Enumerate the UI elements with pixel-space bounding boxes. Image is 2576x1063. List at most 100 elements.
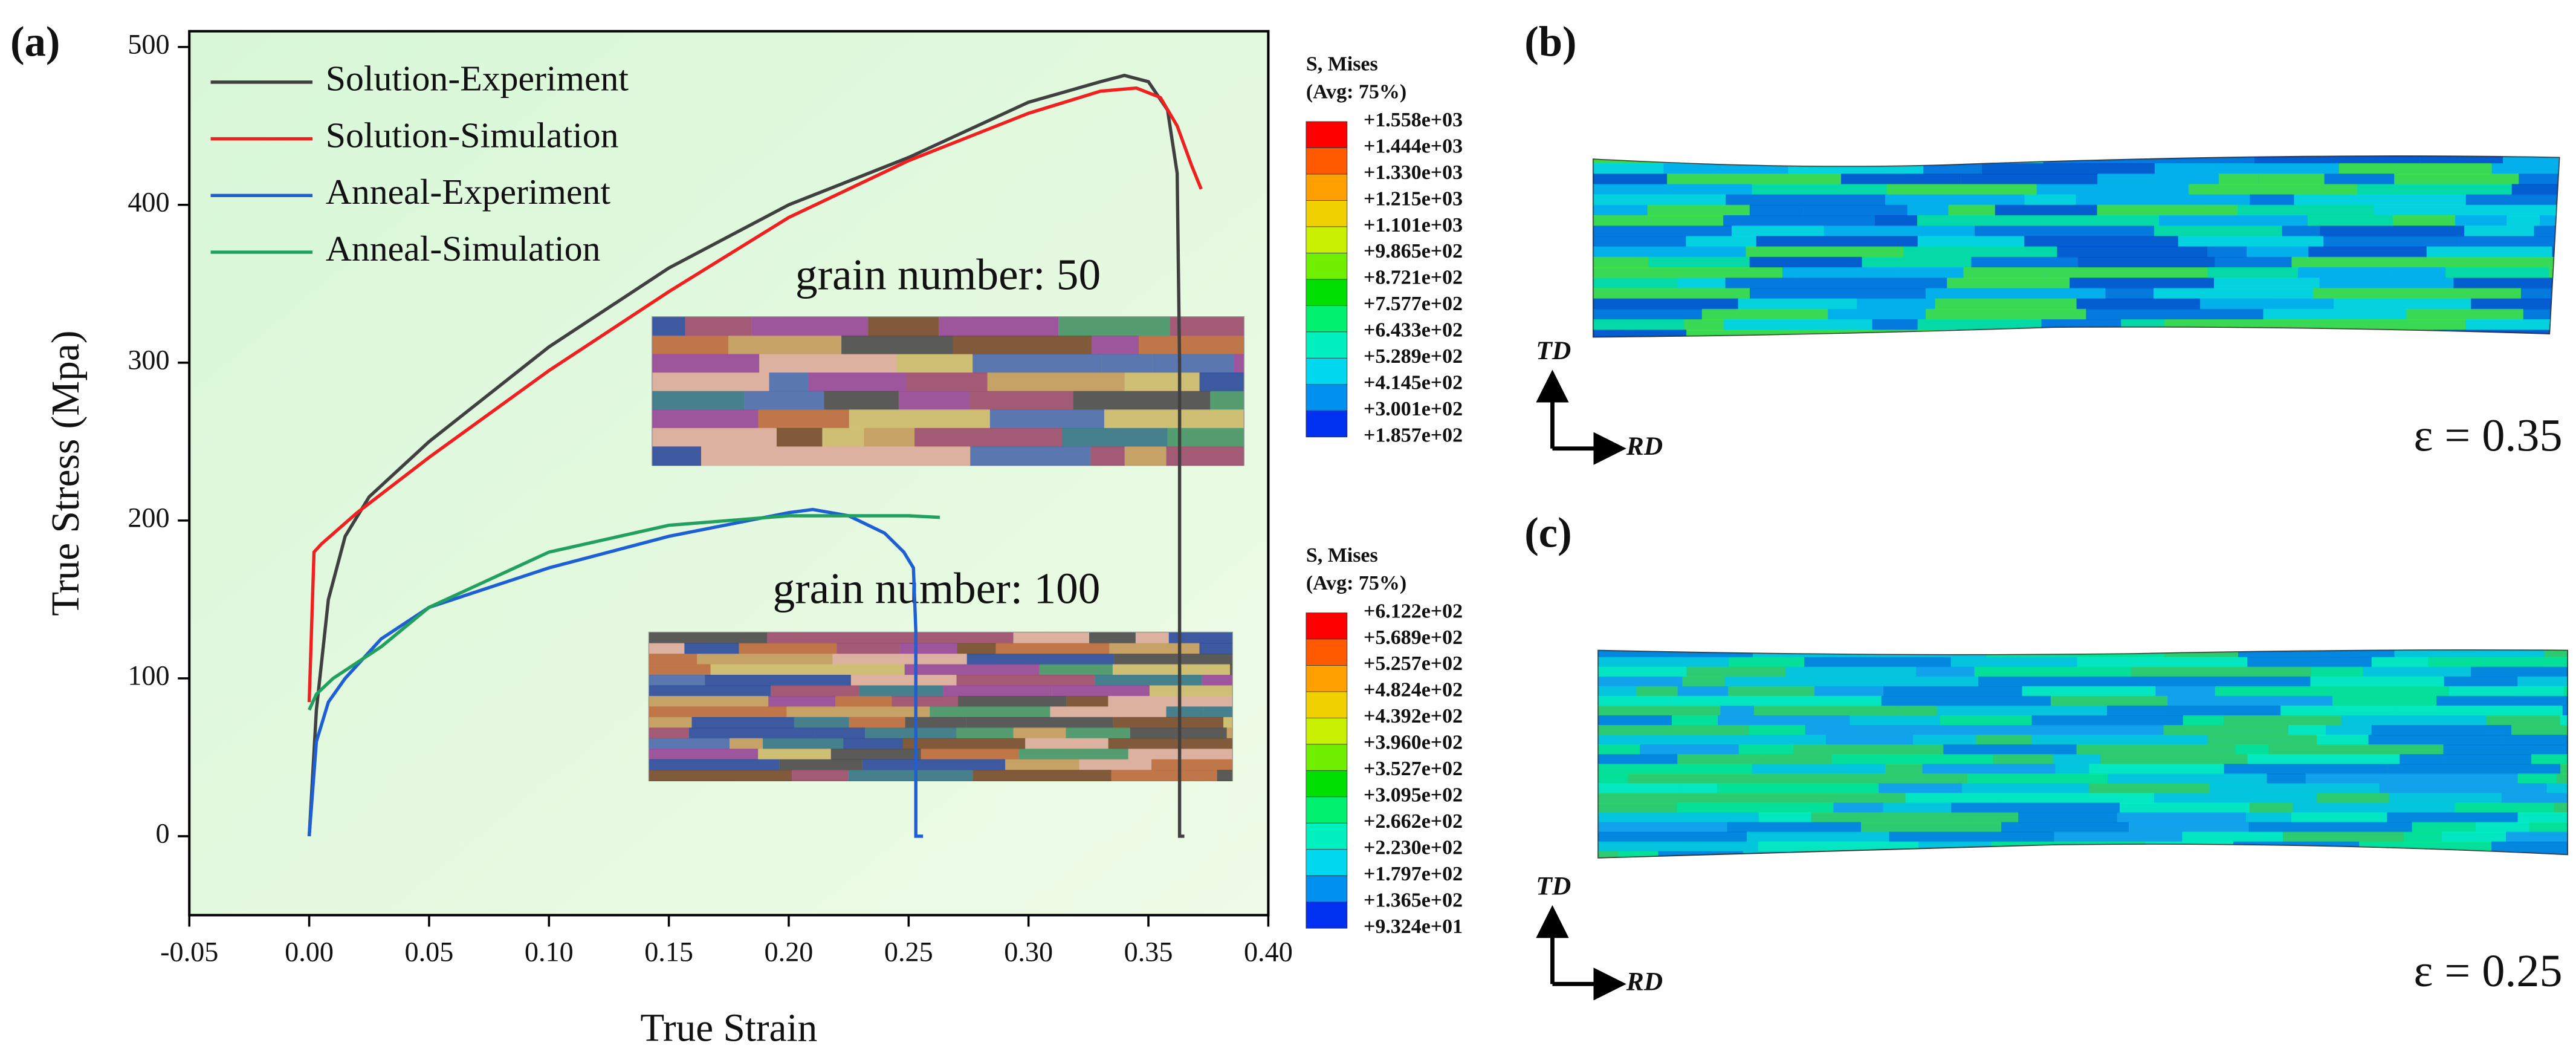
contour-patch [1717, 783, 1879, 795]
mesh-grain [989, 409, 1104, 429]
contour-patch [2436, 695, 2568, 707]
contour-patch [1782, 267, 1900, 279]
contour-patch [1738, 744, 1794, 755]
contour-field [1598, 650, 2568, 858]
colorbar-band [1306, 121, 1348, 148]
contour-patch [1720, 705, 1755, 717]
contour-patch [2183, 715, 2224, 726]
contour-patch [2506, 215, 2540, 227]
contour-patch [2520, 288, 2560, 300]
y-tick-label: 100 [128, 660, 169, 691]
contour-patch [1974, 666, 2131, 678]
mesh-grain [814, 727, 866, 740]
contour-patch [1640, 744, 1739, 755]
contour-patch [1677, 754, 1764, 765]
colorbar-label: +3.960e+02 [1364, 732, 1463, 754]
colorbar-label: +1.365e+02 [1364, 889, 1463, 912]
contour-patch [2505, 851, 2568, 858]
contour-patch [1860, 822, 2002, 833]
contour-patch [1785, 666, 1917, 678]
contour-patch [1593, 298, 1738, 310]
contour-patch [1793, 744, 1944, 755]
contour-patch [2291, 812, 2387, 824]
colorbar-label: +6.433e+02 [1364, 319, 1463, 342]
mesh-grain [652, 372, 769, 392]
annotation: grain number: 50 [795, 250, 1101, 299]
mesh-grain [849, 409, 990, 429]
colorbar-band [1306, 384, 1348, 411]
x-axis-title: True Strain [640, 1006, 817, 1050]
contour-patch [2083, 330, 2216, 337]
contour-patch [2394, 705, 2563, 717]
colorbar-label: +1.215e+03 [1364, 187, 1463, 210]
contour-patch [2556, 773, 2568, 784]
colorbar-band [1306, 822, 1348, 850]
contour-patch [1749, 725, 1805, 736]
mesh-grain [1066, 727, 1130, 740]
contour-patch [2282, 226, 2320, 237]
contour-patch [1862, 256, 1972, 268]
contour-patch [2039, 725, 2130, 736]
contour-patch [2263, 308, 2406, 320]
contour-patch [1718, 715, 1762, 726]
mesh-grain [1152, 354, 1234, 374]
contour-patch [1997, 330, 2035, 337]
contour-patch [2245, 812, 2291, 824]
contour-patch [1593, 256, 1649, 268]
mesh-grain [1166, 706, 1203, 718]
x-tick-label: 0.35 [1124, 936, 1173, 967]
contour-patch [2506, 831, 2554, 843]
mesh-grain [769, 372, 809, 392]
mesh-grain [835, 446, 971, 466]
mesh-grain [1052, 685, 1150, 697]
contour-patch [1598, 841, 1758, 853]
mesh-grain [892, 695, 958, 707]
mesh-grain [652, 335, 728, 355]
contour-patch [2392, 215, 2456, 227]
mesh-grain [689, 727, 815, 740]
contour-patch [2371, 725, 2512, 736]
contour-patch [1628, 773, 1731, 784]
colorbar-label: +1.558e+03 [1364, 109, 1463, 131]
contour-patch [1956, 330, 1998, 337]
contour-patch [2389, 793, 2502, 804]
contour-patch [1849, 278, 1947, 290]
contour-patch [1926, 650, 1987, 658]
y-axis-title: True Stress (Mpa) [44, 330, 88, 616]
colorbar-band [1306, 279, 1348, 306]
mesh-grain [685, 317, 752, 337]
contour-patch [2146, 831, 2183, 843]
contour-patch [2129, 725, 2164, 736]
colorbar-label: +5.689e+02 [1364, 626, 1463, 649]
contour-patch [1803, 204, 1908, 216]
contour-patch [2097, 204, 2238, 216]
colorbar-band [1306, 174, 1348, 201]
contour-patch [2021, 831, 2054, 843]
contour-patch [2163, 725, 2289, 736]
mesh-grain [966, 717, 1113, 729]
td-label: TD [1536, 336, 1571, 365]
mesh-grain [903, 738, 1026, 750]
contour-patch [1725, 278, 1799, 290]
series-line [307, 86, 1203, 703]
colorbar-label: +2.230e+02 [1364, 837, 1463, 859]
contour-patch [1752, 184, 1887, 196]
contour-patch [2338, 163, 2492, 175]
contour-patch [1598, 754, 1678, 765]
contour-patch [2484, 657, 2568, 668]
contour-patch [2235, 744, 2269, 755]
contour-patch [1907, 204, 1949, 216]
colorbar-band [1306, 200, 1348, 227]
contour-patch [2394, 174, 2519, 185]
mesh-grain [844, 664, 905, 676]
mesh-grain [879, 632, 1014, 644]
contour-patch [2105, 288, 2154, 300]
mesh-grain [1079, 759, 1152, 771]
contour-patch [1805, 725, 1942, 736]
mesh-grain [1101, 354, 1153, 374]
contour-patch [1951, 802, 2120, 814]
contour-patch [2511, 184, 2560, 196]
contour-patch [2045, 267, 2208, 279]
contour-patch [1831, 754, 1937, 765]
